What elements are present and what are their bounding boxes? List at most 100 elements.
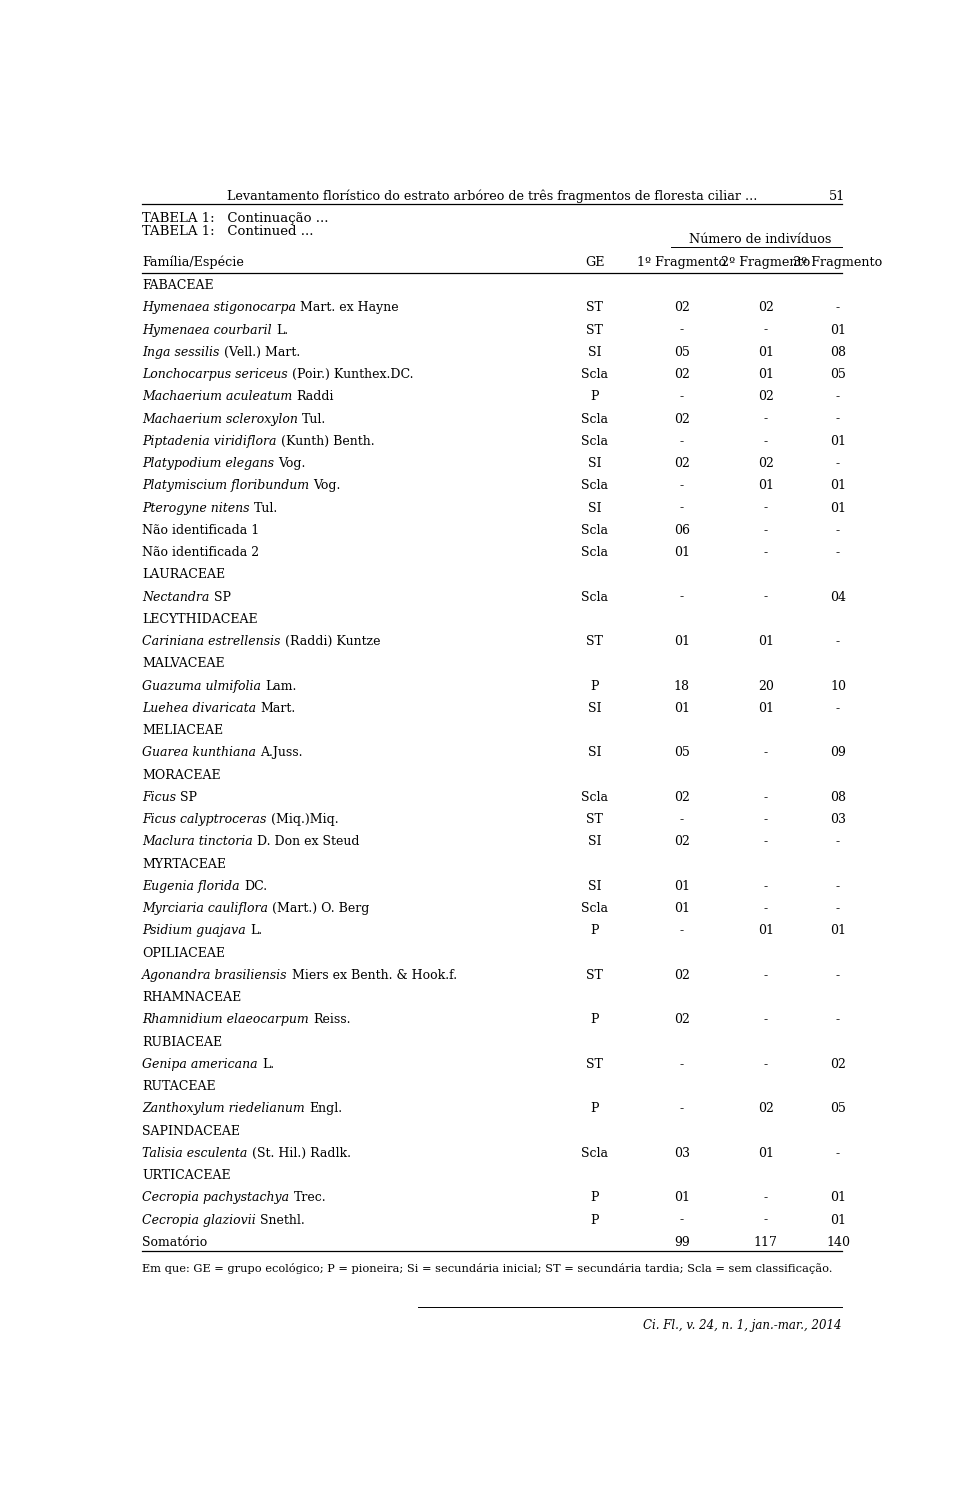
Text: Ficus: Ficus (142, 790, 180, 804)
Text: 01: 01 (757, 701, 774, 715)
Text: Snethl.: Snethl. (260, 1213, 305, 1227)
Text: -: - (764, 1213, 768, 1227)
Text: Rhamnidium elaeocarpum: Rhamnidium elaeocarpum (142, 1013, 313, 1026)
Text: P: P (590, 680, 599, 692)
Text: -: - (764, 435, 768, 448)
Text: Reiss.: Reiss. (313, 1013, 350, 1026)
Text: 2º Fragmento: 2º Fragmento (721, 256, 810, 269)
Text: Machaerium scleroxylon: Machaerium scleroxylon (142, 412, 302, 426)
Text: 01: 01 (757, 635, 774, 649)
Text: 02: 02 (674, 790, 689, 804)
Text: Platymiscium floribundum: Platymiscium floribundum (142, 480, 314, 492)
Text: 06: 06 (674, 524, 689, 537)
Text: 01: 01 (674, 701, 689, 715)
Text: SI: SI (588, 346, 601, 358)
Text: -: - (680, 924, 684, 938)
Text: (Poir.) Kunthex.DC.: (Poir.) Kunthex.DC. (292, 369, 414, 381)
Text: 03: 03 (674, 1147, 689, 1160)
Text: 140: 140 (826, 1236, 850, 1249)
Text: Inga sessilis: Inga sessilis (142, 346, 224, 358)
Text: -: - (836, 301, 840, 315)
Text: -: - (680, 1102, 684, 1115)
Text: MYRTACEAE: MYRTACEAE (142, 858, 227, 870)
Text: RUBIACEAE: RUBIACEAE (142, 1035, 223, 1049)
Text: -: - (836, 880, 840, 892)
Text: -: - (836, 1013, 840, 1026)
Text: Ficus calyptroceras: Ficus calyptroceras (142, 813, 271, 826)
Text: Eugenia florida: Eugenia florida (142, 880, 244, 892)
Text: 03: 03 (830, 813, 846, 826)
Text: Genipa americana: Genipa americana (142, 1058, 262, 1072)
Text: (Kunth) Benth.: (Kunth) Benth. (281, 435, 374, 448)
Text: 01: 01 (830, 324, 846, 337)
Text: GE: GE (585, 256, 605, 269)
Text: Psidium guajava: Psidium guajava (142, 924, 250, 938)
Text: SI: SI (588, 746, 601, 760)
Text: (Miq.)Miq.: (Miq.)Miq. (271, 813, 338, 826)
Text: -: - (680, 1058, 684, 1072)
Text: Número de indivíduos: Número de indivíduos (688, 233, 831, 245)
Text: Somatório: Somatório (142, 1236, 207, 1249)
Text: TABELA 1:   Continued ...: TABELA 1: Continued ... (142, 224, 314, 238)
Text: Scla: Scla (581, 480, 609, 492)
Text: 01: 01 (757, 1147, 774, 1160)
Text: URTICACEAE: URTICACEAE (142, 1169, 231, 1181)
Text: ST: ST (587, 969, 603, 981)
Text: LAURACEAE: LAURACEAE (142, 569, 226, 581)
Text: Vog.: Vog. (278, 458, 305, 470)
Text: Myrciaria cauliflora: Myrciaria cauliflora (142, 901, 273, 915)
Text: -: - (836, 1147, 840, 1160)
Text: SP: SP (214, 590, 230, 604)
Text: Scla: Scla (581, 524, 609, 537)
Text: Mart. ex Hayne: Mart. ex Hayne (300, 301, 399, 315)
Text: 01: 01 (674, 635, 689, 649)
Text: -: - (836, 458, 840, 470)
Text: L.: L. (276, 324, 288, 337)
Text: 117: 117 (754, 1236, 778, 1249)
Text: 01: 01 (757, 346, 774, 358)
Text: 01: 01 (830, 501, 846, 515)
Text: 01: 01 (830, 1213, 846, 1227)
Text: ST: ST (587, 301, 603, 315)
Text: 02: 02 (757, 1102, 774, 1115)
Text: P: P (590, 924, 599, 938)
Text: 04: 04 (830, 590, 846, 604)
Text: Cecropia glaziovii: Cecropia glaziovii (142, 1213, 260, 1227)
Text: Mart.: Mart. (260, 701, 296, 715)
Text: Scla: Scla (581, 590, 609, 604)
Text: SP: SP (180, 790, 198, 804)
Text: 01: 01 (830, 435, 846, 448)
Text: RUTACEAE: RUTACEAE (142, 1081, 216, 1093)
Text: Não identificada 1: Não identificada 1 (142, 524, 259, 537)
Text: Talisia esculenta: Talisia esculenta (142, 1147, 252, 1160)
Text: Agonandra brasiliensis: Agonandra brasiliensis (142, 969, 292, 981)
Text: Cariniana estrellensis: Cariniana estrellensis (142, 635, 285, 649)
Text: (St. Hil.) Radlk.: (St. Hil.) Radlk. (252, 1147, 350, 1160)
Text: 01: 01 (830, 924, 846, 938)
Text: 02: 02 (674, 301, 689, 315)
Text: -: - (764, 590, 768, 604)
Text: 02: 02 (674, 835, 689, 849)
Text: 10: 10 (830, 680, 846, 692)
Text: 99: 99 (674, 1236, 689, 1249)
Text: 01: 01 (757, 480, 774, 492)
Text: -: - (764, 969, 768, 981)
Text: P: P (590, 1102, 599, 1115)
Text: Scla: Scla (581, 369, 609, 381)
Text: Guarea kunthiana: Guarea kunthiana (142, 746, 260, 760)
Text: Miers ex Benth. & Hook.f.: Miers ex Benth. & Hook.f. (292, 969, 457, 981)
Text: P: P (590, 1192, 599, 1204)
Text: SI: SI (588, 501, 601, 515)
Text: 02: 02 (674, 969, 689, 981)
Text: 05: 05 (830, 1102, 846, 1115)
Text: -: - (764, 746, 768, 760)
Text: 09: 09 (830, 746, 846, 760)
Text: Cecropia pachystachya: Cecropia pachystachya (142, 1192, 294, 1204)
Text: -: - (764, 501, 768, 515)
Text: 02: 02 (674, 369, 689, 381)
Text: -: - (836, 635, 840, 649)
Text: Scla: Scla (581, 901, 609, 915)
Text: Pterogyne nitens: Pterogyne nitens (142, 501, 253, 515)
Text: Tul.: Tul. (253, 501, 278, 515)
Text: -: - (836, 546, 840, 558)
